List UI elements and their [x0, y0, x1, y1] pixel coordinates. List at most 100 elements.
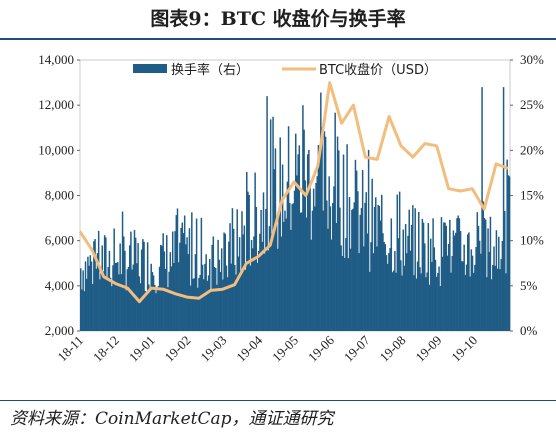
turnover-bar	[493, 246, 495, 331]
turnover-bar	[108, 250, 111, 331]
turnover-bar	[311, 210, 314, 331]
turnover-bar	[314, 206, 316, 331]
turnover-bar	[204, 263, 206, 331]
turnover-bar	[206, 280, 209, 331]
turnover-bar	[231, 208, 234, 331]
turnover-bar	[321, 127, 323, 332]
turnover-bar	[181, 222, 184, 331]
turnover-bar	[330, 239, 333, 331]
turnover-bar	[130, 231, 132, 331]
turnover-bar	[449, 219, 451, 331]
turnover-bar	[155, 293, 157, 331]
turnover-bar	[84, 261, 87, 331]
turnover-bar	[177, 262, 180, 331]
turnover-bar	[133, 230, 136, 331]
x-axis-ticks: 18-11 18-12 19-01 19-02 19-03 19-04 19-05 19-06…	[54, 332, 480, 364]
turnover-bar	[446, 255, 449, 331]
turnover-bar	[140, 249, 143, 331]
turnover-bar	[109, 277, 112, 331]
turnover-bar	[250, 239, 253, 331]
turnover-bar	[507, 175, 510, 331]
turnover-bar	[459, 231, 462, 331]
turnover-bar	[164, 268, 167, 331]
turnover-bar	[377, 204, 379, 331]
turnover-bar	[275, 219, 278, 331]
x-tick-label: 19-08	[377, 333, 409, 365]
turnover-bar	[476, 212, 479, 331]
turnover-bar	[90, 261, 93, 331]
turnover-bar	[182, 233, 185, 331]
turnover-bar	[243, 225, 246, 331]
turnover-bar	[438, 266, 440, 331]
turnover-bar	[199, 274, 201, 331]
x-tick-label: 19-03	[197, 333, 229, 365]
turnover-bar	[137, 243, 139, 331]
turnover-bar	[415, 278, 418, 331]
turnover-bar	[96, 253, 99, 331]
turnover-bar	[117, 262, 119, 331]
left-tick-label: 10,000	[38, 142, 74, 157]
x-tick-label: 18-12	[90, 333, 122, 365]
turnover-bar	[285, 218, 287, 331]
turnover-bar	[338, 150, 340, 331]
turnover-bar	[366, 233, 369, 331]
turnover-bar	[255, 206, 258, 331]
turnover-bar	[134, 237, 137, 331]
turnover-bar	[471, 255, 474, 331]
turnover-bar	[306, 154, 309, 331]
turnover-bar	[495, 230, 498, 331]
turnover-bar	[390, 218, 393, 331]
turnover-bar	[413, 275, 415, 331]
turnover-bar	[467, 234, 469, 331]
turnover-bar	[237, 256, 240, 331]
turnover-bar	[88, 265, 90, 331]
turnover-bar	[244, 269, 247, 331]
turnover-bar	[123, 236, 125, 331]
turnover-bar	[144, 290, 146, 331]
turnover-bar	[170, 266, 173, 331]
turnover-bar	[370, 242, 372, 331]
turnover-bar	[461, 261, 463, 331]
turnover-bar	[132, 264, 135, 331]
turnover-bar	[310, 239, 313, 331]
turnover-bar	[346, 144, 348, 331]
turnover-bar	[490, 279, 493, 331]
turnover-bar	[115, 262, 118, 331]
turnover-bar	[234, 264, 236, 331]
turnover-bar	[225, 265, 228, 331]
turnover-bar	[409, 250, 412, 331]
turnover-bar	[93, 241, 95, 331]
turnover-bar	[395, 272, 397, 331]
turnover-bar	[201, 264, 204, 331]
turnover-bar	[326, 200, 328, 331]
turnover-bar	[432, 218, 434, 331]
turnover-bar	[486, 277, 488, 331]
turnover-bar	[274, 148, 277, 331]
turnover-bar	[217, 239, 219, 331]
turnover-bar	[82, 270, 84, 331]
turnover-bar	[207, 275, 210, 331]
turnover-bar	[156, 287, 158, 331]
turnover-bar	[398, 191, 401, 331]
turnover-bar	[444, 222, 446, 331]
turnover-bar	[372, 253, 375, 331]
turnover-bar	[106, 277, 108, 331]
turnover-bar	[383, 241, 385, 331]
chart: 2,000 4,000 6,000 8,000 10,000 12,000 14,000 0…	[38, 52, 544, 365]
turnover-bar	[223, 232, 225, 331]
turnover-bar	[388, 253, 390, 331]
turnover-bar	[254, 172, 256, 331]
turnover-bar	[353, 202, 356, 331]
turnover-bar	[361, 170, 364, 331]
turnover-bar	[259, 233, 261, 331]
turnover-bar	[226, 277, 229, 331]
left-tick-label: 8,000	[45, 188, 74, 203]
turnover-bar	[492, 265, 494, 331]
turnover-bar	[400, 260, 402, 331]
turnover-bar	[354, 159, 357, 331]
turnover-bar	[420, 273, 422, 331]
turnover-bar	[504, 210, 506, 331]
turnover-bar	[425, 277, 427, 331]
turnover-bar	[401, 275, 403, 331]
turnover-bar	[271, 240, 273, 331]
